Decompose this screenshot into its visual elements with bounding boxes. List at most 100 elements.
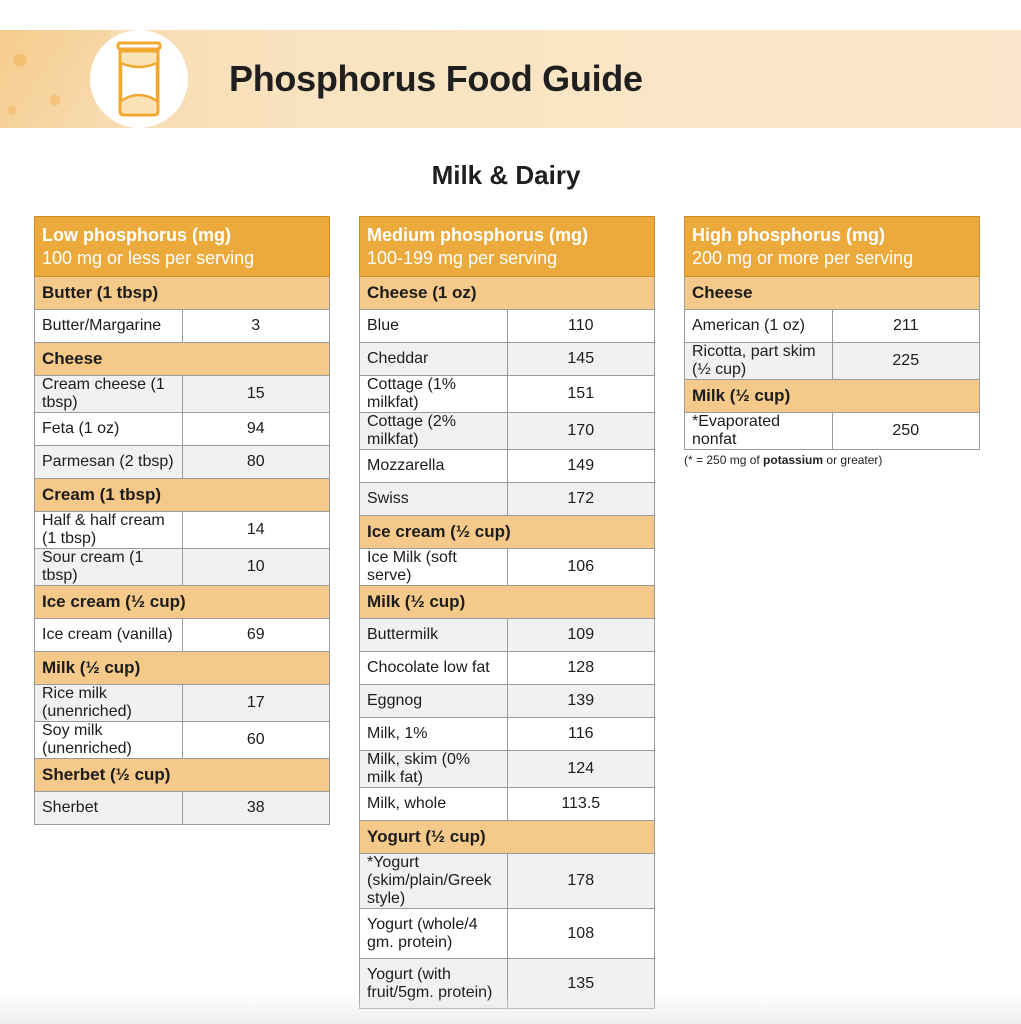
food-name: Butter/Margarine — [34, 309, 183, 343]
phosphorus-value: 151 — [506, 375, 655, 413]
phosphorus-value: 14 — [181, 511, 330, 549]
food-name: Milk, whole — [359, 787, 508, 821]
phosphorus-value: 139 — [506, 684, 655, 718]
table-row: Chocolate low fat 128 — [359, 651, 655, 685]
table-row: Feta (1 oz) 94 — [34, 412, 330, 446]
table-row: Cheddar 145 — [359, 342, 655, 376]
phosphorus-value: 15 — [181, 375, 330, 413]
table-row: Sherbet 38 — [34, 791, 330, 825]
category-label: Cheese — [684, 276, 980, 310]
column-header: Medium phosphorus (mg) 100-199 mg per ser… — [359, 216, 655, 277]
category-row: Cheese (1 oz) — [359, 276, 655, 310]
milk-carton-icon — [116, 41, 162, 117]
column-title: High phosphorus (mg) — [692, 224, 885, 245]
phosphorus-value: 250 — [831, 412, 980, 450]
table-row: Butter/Margarine 3 — [34, 309, 330, 343]
column-header: Low phosphorus (mg) 100 mg or less per se… — [34, 216, 330, 277]
food-name: Ricotta, part skim (½ cup) — [684, 342, 833, 380]
food-name: Sherbet — [34, 791, 183, 825]
table-row: American (1 oz) 211 — [684, 309, 980, 343]
category-row: Ice cream (½ cup) — [359, 515, 655, 549]
table-row: Milk, whole 113.5 — [359, 787, 655, 821]
phosphorus-value: 211 — [831, 309, 980, 343]
low-phosphorus-table: Low phosphorus (mg) 100 mg or less per se… — [34, 216, 330, 825]
food-name: Milk, skim (0% milk fat) — [359, 750, 508, 788]
category-row: Milk (½ cup) — [684, 379, 980, 413]
footnote-prefix: (* = 250 mg of — [684, 453, 764, 467]
category-label: Milk (½ cup) — [684, 379, 980, 413]
food-name: Mozzarella — [359, 449, 508, 483]
phosphorus-value: 116 — [506, 717, 655, 751]
food-name: Yogurt (whole/4 gm. protein) — [359, 908, 508, 959]
category-label: Butter (1 tbsp) — [34, 276, 330, 310]
table-row: Cottage (2% milkfat) 170 — [359, 412, 655, 450]
medium-phosphorus-column: Medium phosphorus (mg) 100-199 mg per ser… — [359, 216, 655, 1009]
food-name: Eggnog — [359, 684, 508, 718]
phosphorus-value: 10 — [181, 548, 330, 586]
high-phosphorus-column: High phosphorus (mg) 200 mg or more per s… — [684, 216, 980, 450]
footnote-suffix: or greater) — [823, 453, 883, 467]
category-row: Cream (1 tbsp) — [34, 478, 330, 512]
column-header-cell: Low phosphorus (mg) 100 mg or less per se… — [34, 216, 330, 277]
category-label: Milk (½ cup) — [359, 585, 655, 619]
table-row: Blue 110 — [359, 309, 655, 343]
column-subtitle: 200 mg or more per serving — [692, 247, 914, 268]
food-name: Ice cream (vanilla) — [34, 618, 183, 652]
category-label: Cheese — [34, 342, 330, 376]
food-name: Rice milk (unenriched) — [34, 684, 183, 722]
category-row: Milk (½ cup) — [34, 651, 330, 685]
table-row: Parmesan (2 tbsp) 80 — [34, 445, 330, 479]
table-row: Mozzarella 149 — [359, 449, 655, 483]
footnote-bold: potassium — [763, 453, 824, 467]
phosphorus-value: 170 — [506, 412, 655, 450]
table-row: Eggnog 139 — [359, 684, 655, 718]
high-phosphorus-table: High phosphorus (mg) 200 mg or more per s… — [684, 216, 980, 450]
page-bottom-fade — [0, 994, 1021, 1024]
table-row: *Yogurt (skim/plain/Greek style) 178 — [359, 853, 655, 909]
page-title: Phosphorus Food Guide — [229, 58, 643, 99]
table-row: *Evaporated nonfat 250 — [684, 412, 980, 450]
phosphorus-value: 145 — [506, 342, 655, 376]
food-name: Milk, 1% — [359, 717, 508, 751]
phosphorus-value: 17 — [181, 684, 330, 722]
category-row: Milk (½ cup) — [359, 585, 655, 619]
category-label: Ice cream (½ cup) — [359, 515, 655, 549]
column-header-cell: Medium phosphorus (mg) 100-199 mg per ser… — [359, 216, 655, 277]
column-subtitle: 100 mg or less per serving — [42, 247, 255, 268]
phosphorus-value: 38 — [181, 791, 330, 825]
phosphorus-value: 149 — [506, 449, 655, 483]
category-label: Cream (1 tbsp) — [34, 478, 330, 512]
food-name: Cream cheese (1 tbsp) — [34, 375, 183, 413]
category-row: Sherbet (½ cup) — [34, 758, 330, 792]
table-row: Soy milk (unenriched) 60 — [34, 721, 330, 759]
table-row: Yogurt (whole/4 gm. protein) 108 — [359, 908, 655, 959]
food-name: Soy milk (unenriched) — [34, 721, 183, 759]
food-name: Chocolate low fat — [359, 651, 508, 685]
table-row: Cottage (1% milkfat) 151 — [359, 375, 655, 413]
food-name: Feta (1 oz) — [34, 412, 183, 446]
category-row: Ice cream (½ cup) — [34, 585, 330, 619]
logo-badge — [90, 30, 188, 128]
column-header: High phosphorus (mg) 200 mg or more per s… — [684, 216, 980, 277]
food-name: Ice Milk (soft serve) — [359, 548, 508, 586]
table-row: Milk, skim (0% milk fat) 124 — [359, 750, 655, 788]
phosphorus-value: 108 — [506, 908, 655, 959]
table-row: Ice cream (vanilla) 69 — [34, 618, 330, 652]
category-row: Yogurt (½ cup) — [359, 820, 655, 854]
potassium-footnote: (* = 250 mg of potassium or greater) — [684, 453, 882, 467]
low-phosphorus-column: Low phosphorus (mg) 100 mg or less per se… — [34, 216, 330, 825]
table-row: Half & half cream (1 tbsp) 14 — [34, 511, 330, 549]
column-subtitle: 100-199 mg per serving — [367, 247, 558, 268]
phosphorus-value: 178 — [506, 853, 655, 909]
table-row: Ice Milk (soft serve) 106 — [359, 548, 655, 586]
phosphorus-value: 124 — [506, 750, 655, 788]
food-name: Buttermilk — [359, 618, 508, 652]
food-name: *Yogurt (skim/plain/Greek style) — [359, 853, 508, 909]
category-row: Cheese — [34, 342, 330, 376]
food-name: *Evaporated nonfat — [684, 412, 833, 450]
column-header-cell: High phosphorus (mg) 200 mg or more per s… — [684, 216, 980, 277]
category-row: Butter (1 tbsp) — [34, 276, 330, 310]
phosphorus-value: 106 — [506, 548, 655, 586]
food-name: Cheddar — [359, 342, 508, 376]
table-row: Sour cream (1 tbsp) 10 — [34, 548, 330, 586]
